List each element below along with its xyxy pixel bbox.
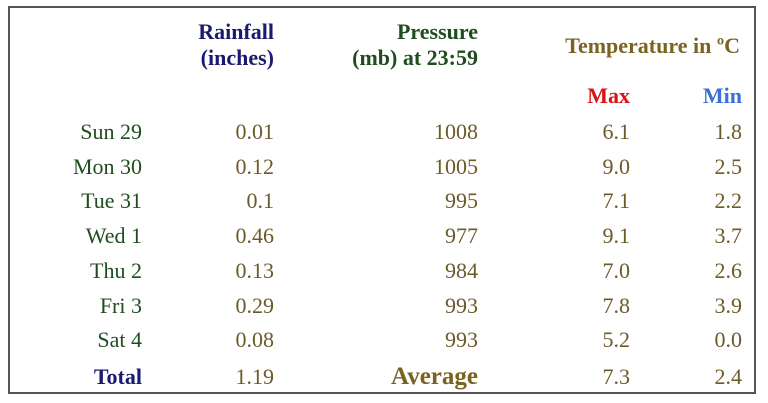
- pressure-header: Pressure (mb) at 23:59: [352, 21, 478, 69]
- temperature-header: Temperature in ºC: [565, 33, 740, 58]
- average-label: Average: [391, 363, 478, 390]
- max-temp-cell: 7.0: [602, 257, 631, 283]
- max-temp-cell: 9.1: [602, 223, 631, 249]
- max-header: Max: [587, 83, 630, 108]
- pressure-cell: 1005: [434, 153, 478, 179]
- rainfall-cell: 0.13: [235, 257, 275, 283]
- day-cell: Sat 4: [97, 327, 142, 353]
- day-cell: Mon 30: [72, 153, 142, 179]
- max-temp-cell: 6.1: [602, 119, 631, 144]
- min-header: Min: [702, 83, 742, 108]
- rainfall-cell: 0.46: [235, 223, 275, 249]
- rainfall-header: Rainfall (inches): [198, 21, 274, 69]
- pressure-cell: 993: [445, 327, 478, 353]
- day-cell: Sun 29: [80, 119, 142, 144]
- total-label: Total: [93, 364, 142, 389]
- rainfall-header-line2: (inches): [200, 45, 274, 70]
- average-min-value: 2.4: [714, 364, 743, 389]
- pressure-cell: 984: [445, 257, 478, 283]
- weather-table: Rainfall (inches) Pressure (mb) at 23:59…: [8, 6, 756, 394]
- pressure-cell: 993: [445, 292, 478, 318]
- pressure-cell: 995: [445, 188, 478, 214]
- min-temp-cell: 2.6: [714, 257, 743, 283]
- min-temp-cell: 3.9: [714, 292, 743, 318]
- rainfall-cell: 0.08: [235, 327, 275, 353]
- rainfall-cell: 0.1: [246, 188, 275, 214]
- day-cell: Thu 2: [90, 257, 142, 283]
- min-temp-cell: 2.2: [714, 188, 743, 214]
- rainfall-header-line1: Rainfall: [198, 19, 274, 44]
- pressure-cell: 977: [445, 223, 478, 249]
- max-temp-cell: 7.1: [602, 188, 631, 214]
- min-temp-cell: 1.8: [714, 119, 743, 144]
- average-max-value: 7.3: [602, 364, 631, 389]
- pressure-header-line1: Pressure: [396, 19, 478, 44]
- day-cell: Wed 1: [85, 223, 142, 249]
- max-temp-cell: 9.0: [602, 153, 631, 179]
- rainfall-cell: 0.29: [235, 292, 275, 318]
- max-temp-cell: 5.2: [602, 327, 631, 353]
- day-cell: Fri 3: [99, 292, 142, 318]
- total-rain-value: 1.19: [235, 364, 275, 389]
- min-temp-cell: 3.7: [714, 223, 743, 249]
- rainfall-cell: 0.01: [235, 119, 275, 144]
- max-temp-cell: 7.8: [602, 292, 631, 318]
- pressure-cell: 1008: [434, 119, 478, 144]
- pressure-header-line2: (mb) at 23:59: [352, 45, 478, 70]
- rainfall-cell: 0.12: [235, 153, 275, 179]
- min-temp-cell: 2.5: [714, 153, 743, 179]
- min-temp-cell: 0.0: [714, 327, 743, 353]
- day-cell: Tue 31: [81, 188, 142, 214]
